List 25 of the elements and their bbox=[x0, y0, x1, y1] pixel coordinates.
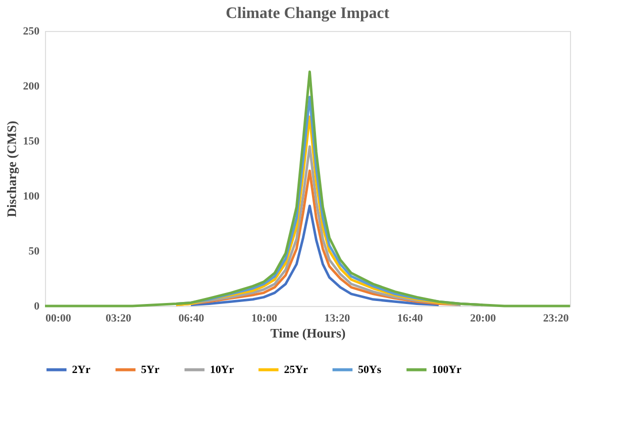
y-axis-title: Discharge (CMS) bbox=[4, 120, 19, 218]
chart-title: Climate Change Impact bbox=[226, 5, 390, 22]
line-series bbox=[190, 204, 440, 306]
x-tick-label: 13:20 bbox=[324, 312, 350, 324]
y-tick-label: 200 bbox=[23, 80, 40, 92]
y-tick-label: 100 bbox=[23, 190, 40, 202]
legend-label: 2Yr bbox=[72, 364, 90, 376]
y-tick-label: 250 bbox=[23, 26, 40, 38]
legend-label: 25Yr bbox=[284, 364, 308, 376]
x-tick-label: 06:40 bbox=[178, 312, 205, 324]
x-axis-title: Time (Hours) bbox=[270, 326, 346, 340]
legend-label: 100Yr bbox=[432, 364, 462, 376]
y-tick-label: 0 bbox=[34, 300, 40, 312]
x-tick-label: 00:00 bbox=[46, 312, 72, 324]
x-tick-label: 10:00 bbox=[251, 312, 278, 324]
legend-label: 50Ys bbox=[358, 364, 382, 376]
y-tick-label: 50 bbox=[28, 246, 40, 258]
legend-label: 5Yr bbox=[141, 364, 160, 376]
line-series bbox=[44, 70, 572, 308]
x-tick-label: 03:20 bbox=[106, 312, 132, 324]
y-tick-label: 150 bbox=[23, 136, 40, 148]
x-tick-label: 16:40 bbox=[397, 312, 424, 324]
x-tick-label: 23:20 bbox=[543, 312, 570, 324]
legend-label: 10Yr bbox=[210, 364, 234, 376]
x-tick-label: 20:00 bbox=[470, 312, 496, 324]
